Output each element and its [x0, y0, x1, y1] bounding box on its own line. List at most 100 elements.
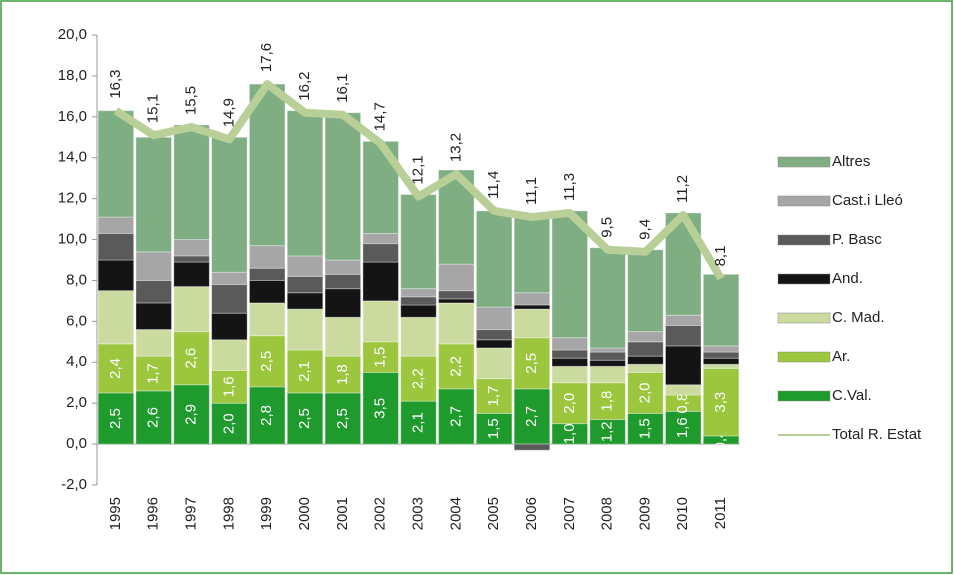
- legend-label: And.: [832, 270, 863, 287]
- data-label: 2,5: [258, 351, 275, 372]
- data-label: 0,8: [674, 393, 691, 414]
- x-tick-label: 2004: [447, 497, 464, 530]
- bar-segment: [211, 271, 248, 286]
- data-label: 3,3: [712, 392, 729, 413]
- legend-swatch: [777, 195, 831, 207]
- data-label: 2,6: [183, 348, 200, 369]
- total-label: 9,5: [599, 217, 616, 238]
- y-tick-label: 0,0: [66, 435, 87, 452]
- total-label: 16,2: [296, 72, 313, 101]
- x-tick-label: 2008: [599, 497, 616, 530]
- legend-swatch: [777, 273, 831, 285]
- bar-segment: [211, 339, 248, 371]
- bar-segment: [551, 357, 589, 367]
- total-label: 9,4: [636, 219, 653, 240]
- bar-segment: [324, 112, 362, 261]
- y-tick-label: 14,0: [58, 149, 87, 166]
- bar-segment: [702, 367, 740, 437]
- data-label: 1,8: [599, 391, 616, 412]
- legend-label: C. Mad.: [832, 309, 885, 326]
- x-tick-label: 2007: [561, 497, 578, 530]
- y-tick-label: -2,0: [61, 476, 87, 493]
- bar-segment: [438, 298, 475, 304]
- total-label: 11,4: [485, 171, 502, 199]
- bar-segment: [438, 263, 475, 292]
- bar-segment: [400, 194, 437, 290]
- y-tick-label: 16,0: [58, 108, 87, 125]
- bar-segment: [664, 324, 702, 347]
- bar-segment: [438, 302, 475, 345]
- bar-segment: [286, 275, 324, 294]
- bar-segment: [702, 357, 740, 365]
- data-label: 2,5: [523, 353, 540, 374]
- bar-segment: [475, 378, 513, 414]
- x-tick-label: 2000: [296, 497, 313, 530]
- bar-segment: [173, 255, 210, 263]
- data-label: 1,5: [372, 347, 389, 368]
- y-tick-label: 18,0: [58, 67, 87, 84]
- bar-segment: [513, 308, 551, 339]
- data-label: 2,1: [409, 412, 426, 433]
- bar-segment: [664, 384, 702, 396]
- bar-segment: [475, 412, 513, 445]
- x-tick-label: 1999: [258, 497, 275, 530]
- bar-segment: [362, 232, 399, 245]
- bar-segment: [362, 372, 399, 445]
- bar-segment: [248, 386, 286, 445]
- bar-segment: [475, 210, 513, 308]
- data-label: 1,2: [599, 421, 616, 442]
- bar-segment: [324, 288, 362, 318]
- data-label: 1,5: [636, 418, 653, 439]
- bar-segment: [248, 267, 286, 281]
- total-label: 11,1: [523, 177, 540, 205]
- bar-segment: [513, 292, 551, 306]
- data-label: 2,0: [220, 413, 237, 434]
- bar-segment: [173, 331, 210, 386]
- bar-segment: [627, 363, 664, 373]
- total-line: [113, 80, 725, 281]
- data-label: 2,7: [447, 406, 464, 427]
- bar-segment: [97, 110, 135, 218]
- bar-segment: [400, 296, 437, 306]
- bar-segment: [286, 308, 324, 351]
- bar-segment: [248, 335, 286, 388]
- x-tick-label: 1996: [145, 497, 162, 530]
- bar-segment: [173, 261, 210, 288]
- bar-segment: [702, 273, 740, 347]
- bar-segment: [211, 369, 248, 404]
- bar-segment: [248, 245, 286, 269]
- bar-segment: [702, 351, 740, 359]
- bar-segment: [324, 259, 362, 275]
- bar-segment: [324, 355, 362, 394]
- bar-segment: [97, 290, 135, 345]
- bar-segment: [248, 279, 286, 304]
- total-label: 8,1: [712, 246, 729, 267]
- data-label: 1,7: [145, 363, 162, 384]
- y-tick-label: 4,0: [66, 353, 87, 370]
- bar-segment: [438, 343, 475, 390]
- bar-segment: [438, 290, 475, 300]
- data-label: 2,2: [447, 356, 464, 377]
- y-tick-label: 8,0: [66, 271, 87, 288]
- bar-segment: [513, 304, 551, 310]
- bar-segment: [664, 314, 702, 326]
- bar-segment: [475, 347, 513, 380]
- total-label: 16,3: [107, 69, 124, 98]
- data-label: 2,7: [523, 406, 540, 427]
- y-tick-label: 2,0: [66, 394, 87, 411]
- legend-label: Ar.: [832, 348, 850, 365]
- legend-label: Total R. Estat: [832, 426, 922, 443]
- bar-segment: [513, 337, 551, 390]
- x-tick-label: 2009: [636, 497, 653, 530]
- bar-segment: [627, 412, 664, 445]
- bar-segment: [400, 288, 437, 298]
- x-tick-label: 1997: [183, 497, 200, 530]
- x-tick-label: 2003: [409, 497, 426, 530]
- bar-segment: [400, 400, 437, 445]
- data-label: 1,0: [561, 423, 578, 444]
- bar-segment: [589, 419, 626, 445]
- bar-segment: [513, 388, 551, 445]
- data-label: 3,5: [372, 398, 389, 419]
- legend-swatch: [777, 390, 831, 402]
- bar-segment: [211, 284, 248, 314]
